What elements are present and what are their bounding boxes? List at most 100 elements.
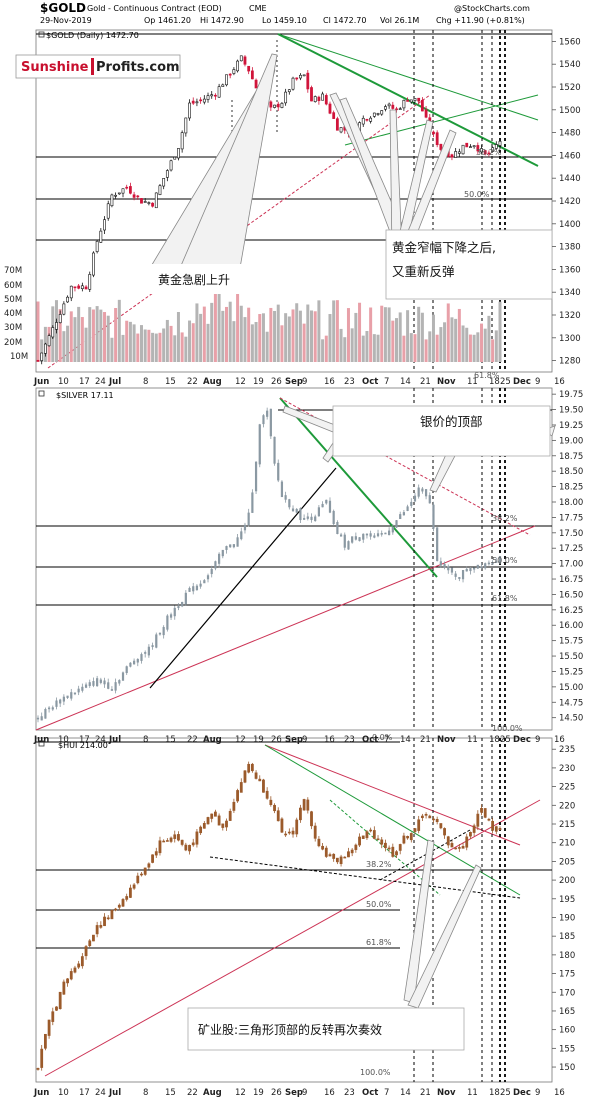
gold-candle <box>457 151 461 154</box>
gold-fib-label: 61.8% <box>474 371 500 380</box>
gold-candle <box>188 102 191 119</box>
gold-annotation-line1: 黄金窄幅下降之后, <box>392 240 496 255</box>
gold-volume-bar <box>77 306 81 362</box>
gold-candle <box>372 112 376 117</box>
gold-volume-bar <box>173 335 177 362</box>
hui-tick-label: 230 <box>559 764 575 774</box>
gold-volume-bar <box>117 299 121 362</box>
date-axis-label: 15 <box>165 1088 176 1098</box>
silver-candle <box>487 562 491 565</box>
date-axis-label: 16 <box>324 377 335 387</box>
silver-candle <box>218 553 221 564</box>
hui-candle <box>376 838 380 841</box>
header-low: Lo 1459.10 <box>262 16 307 25</box>
header-open: Op 1461.20 <box>144 16 191 25</box>
gold-candle <box>321 93 324 101</box>
date-axis-label: Dec <box>513 377 531 387</box>
date-axis-label: 25 <box>500 735 511 745</box>
hui-candle <box>262 779 265 793</box>
silver-tick-label: 16.50 <box>559 590 583 600</box>
hui-candle <box>439 823 443 829</box>
gold-volume-bar <box>406 310 410 362</box>
gold-candle <box>58 314 62 323</box>
silver-candle <box>51 707 54 710</box>
hui-tick-label: 150 <box>559 1063 575 1073</box>
silver-candle <box>158 632 162 635</box>
hui-tick-label: 170 <box>559 988 575 998</box>
hui-candle <box>461 846 465 849</box>
silver-candle <box>132 660 136 665</box>
date-axis-label: 8 <box>143 1088 148 1098</box>
gold-candle <box>387 103 391 107</box>
gold-volume-axis: 70M 60M 50M 40M 30M 20M 10M <box>4 266 28 362</box>
silver-candle <box>443 563 446 568</box>
gold-candle <box>487 152 491 155</box>
date-axis-label: 7 <box>384 735 389 745</box>
hui-price-bars <box>36 761 502 1071</box>
gold-candle <box>143 201 147 203</box>
date-axis-label: Jun <box>33 1088 49 1098</box>
gold-candle <box>117 192 121 195</box>
silver-candle <box>203 580 206 584</box>
hui-candle <box>147 863 151 868</box>
hui-candle <box>58 991 62 1010</box>
hui-candle <box>143 867 147 875</box>
silver-candle <box>195 585 199 591</box>
gold-candle <box>302 74 306 77</box>
hui-candle <box>132 884 136 889</box>
header-close: Cl 1472.70 <box>323 16 366 25</box>
gold-candle <box>376 113 380 115</box>
hui-candle <box>280 818 284 833</box>
hui-fib-label: 100.0% <box>360 1068 391 1077</box>
silver-tick-label: 16.25 <box>559 606 583 616</box>
silver-candle <box>92 681 95 686</box>
gold-volume-bar <box>487 315 491 362</box>
volume-label: 60M <box>4 281 22 291</box>
gold-legend-text: $GOLD (Daily) 1472.70 <box>46 31 139 40</box>
hui-legend: $HUI 214.00 <box>38 740 108 750</box>
hui-candle <box>413 828 417 832</box>
gold-volume-bar <box>106 315 110 362</box>
hui-candle <box>173 834 177 839</box>
gold-tick-label: 1540 <box>559 60 581 70</box>
silver-tick-label: 17.00 <box>559 560 583 570</box>
gold-volume-bar <box>80 317 84 362</box>
gold-candle <box>406 100 410 102</box>
gold-volume-bar <box>250 324 254 362</box>
silver-candle <box>62 696 65 702</box>
silver-candle <box>136 658 139 663</box>
silver-candle <box>347 541 350 550</box>
gold-volume-bar <box>468 334 472 362</box>
hui-tick-label: 175 <box>559 970 575 980</box>
hui-candle <box>232 801 236 811</box>
gold-candle <box>335 118 339 131</box>
silver-tick-label: 19.50 <box>559 406 583 416</box>
hui-candle <box>469 831 472 837</box>
gold-annotation-rise-text: 黄金急剧上升 <box>158 272 230 287</box>
hui-candle <box>443 828 446 836</box>
hui-candle <box>154 851 158 856</box>
gold-volume-bar <box>151 332 155 362</box>
gold-volume-bar <box>498 301 502 362</box>
date-axis-label: 14 <box>400 377 411 387</box>
hui-candle <box>151 854 154 863</box>
volume-label: 50M <box>4 295 22 305</box>
hui-candle <box>69 971 73 980</box>
date-axis-label: 16 <box>324 735 335 745</box>
silver-candle <box>103 680 106 685</box>
gold-candle <box>494 144 498 149</box>
hui-fib-label: 38.2% <box>366 860 392 869</box>
silver-candle <box>358 537 361 542</box>
gold-tick-label: 1300 <box>559 334 581 344</box>
gold-volume-bar <box>291 309 295 362</box>
hui-candle <box>269 799 273 805</box>
silver-candle <box>339 534 343 537</box>
hui-candle <box>136 875 140 884</box>
date-axis-label: Jul <box>108 1088 121 1098</box>
hui-tick-label: 235 <box>559 745 575 755</box>
silver-candle <box>258 424 261 465</box>
silver-tick-label: 17.50 <box>559 529 583 539</box>
header-date: 29-Nov-2019 <box>40 16 92 25</box>
silver-candle <box>232 544 235 548</box>
silver-candle <box>299 508 302 521</box>
